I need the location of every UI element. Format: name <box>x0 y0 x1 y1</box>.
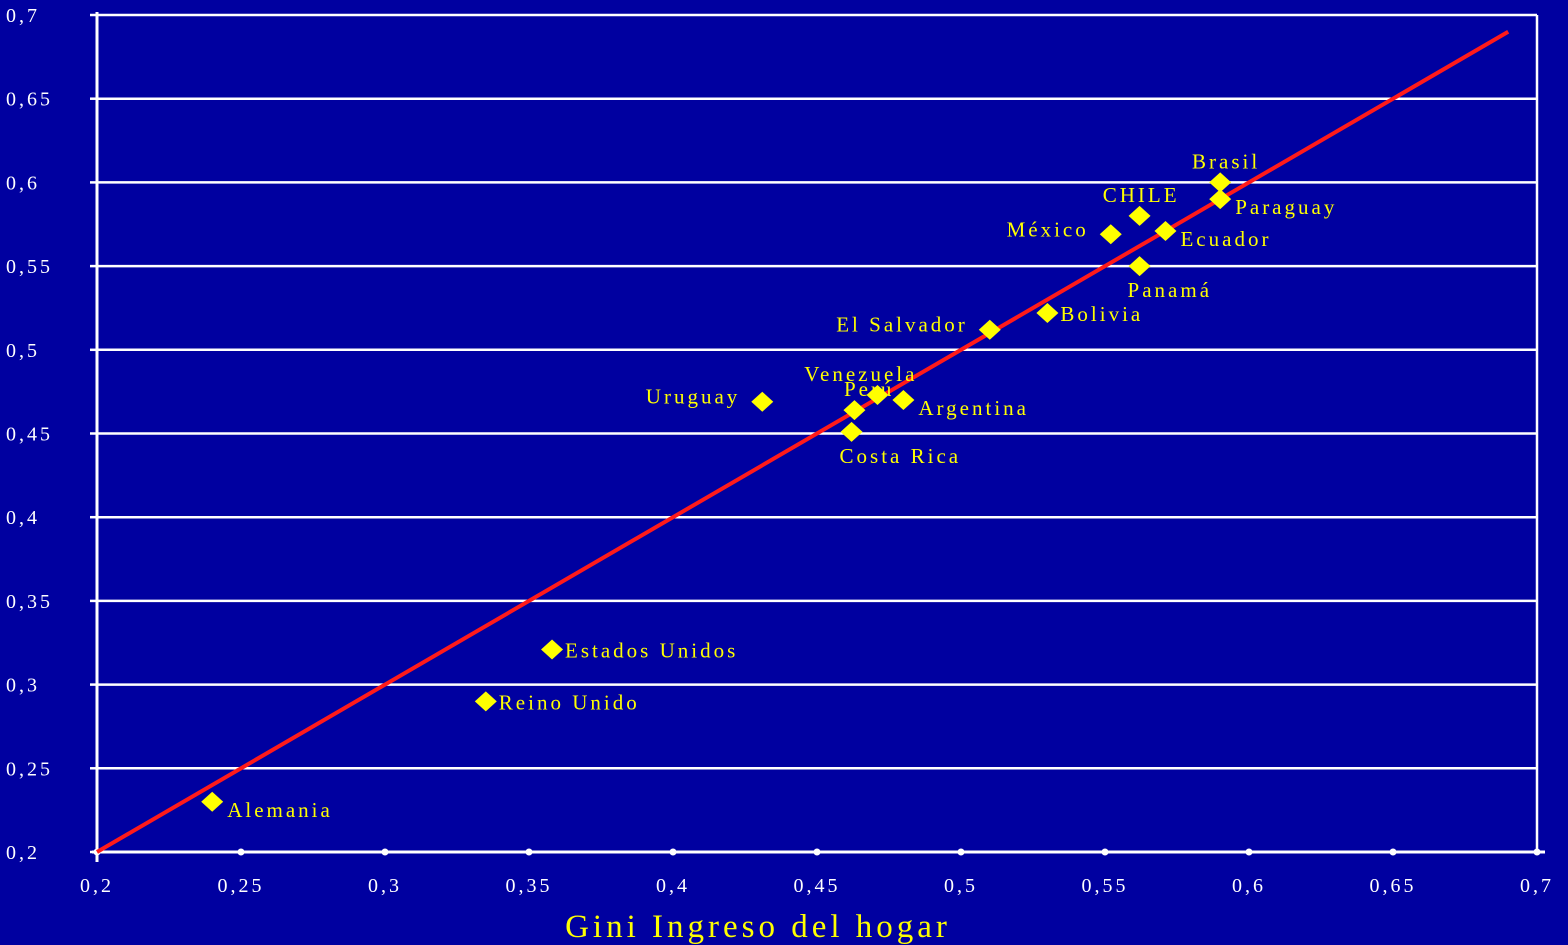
point-label: El Salvador <box>836 313 968 337</box>
point-label: Panamá <box>1128 278 1212 302</box>
x-tick-label: 0,25 <box>218 875 265 897</box>
x-tick-mark <box>525 848 533 856</box>
data-points <box>201 172 1232 812</box>
x-tick-mark <box>669 848 677 856</box>
y-tick-label: 0,4 <box>6 507 40 529</box>
x-tick-mark <box>1389 848 1397 856</box>
point-labels: Brasil Paraguay CHILE México Ecuador PanamáBo… <box>227 149 1337 822</box>
data-point <box>1128 256 1151 277</box>
point-label: Uruguay <box>646 385 740 409</box>
x-tick-label: 0,6 <box>1232 875 1266 897</box>
x-tick-mark <box>1101 848 1109 856</box>
tick-labels: 0,2 0,25 0,3 0,35 0,4 0,45 0,5 0,55 0,6 0,65 0,7 0,… <box>6 5 1554 897</box>
point-label: Costa Rica <box>840 444 962 468</box>
y-tick-label: 0,65 <box>6 89 53 111</box>
point-label: Bolivia <box>1060 302 1143 326</box>
point-label: CHILE <box>1103 183 1180 207</box>
data-point <box>1036 302 1059 323</box>
y-tick-label: 0,35 <box>6 591 53 613</box>
point-label: México <box>1007 217 1089 241</box>
x-tick-label: 0,45 <box>794 875 841 897</box>
data-point <box>1099 224 1122 245</box>
x-tick-label: 0,4 <box>656 875 690 897</box>
point-label: Venezuela <box>804 362 917 386</box>
x-tick-label: 0,2 <box>80 875 114 897</box>
point-label: Ecuador <box>1180 227 1271 251</box>
y-tick-label: 0,7 <box>6 5 40 27</box>
x-tick-label: 0,3 <box>368 875 402 897</box>
x-tick-mark <box>1245 848 1253 856</box>
data-point <box>474 691 497 712</box>
data-point <box>751 391 774 412</box>
data-point <box>892 390 915 411</box>
x-axis-title: Gini Ingreso del hogar <box>565 909 951 945</box>
x-tick-label: 0,55 <box>1082 875 1129 897</box>
point-label: Reino Unido <box>499 690 640 714</box>
x-tick-mark <box>957 848 965 856</box>
y-tick-label: 0,2 <box>6 842 40 864</box>
x-tick-label: 0,7 <box>1520 875 1554 897</box>
point-label: Paraguay <box>1235 195 1337 219</box>
x-tick-mark <box>237 848 245 856</box>
data-point <box>201 791 224 812</box>
y-tick-label: 0,25 <box>6 758 53 780</box>
y-tick-label: 0,6 <box>6 172 40 194</box>
data-point <box>1209 172 1232 193</box>
data-point <box>1154 220 1177 241</box>
data-point <box>1128 205 1151 226</box>
point-label: Perú <box>844 377 895 401</box>
y-tick-label: 0,55 <box>6 256 53 278</box>
trendline-group <box>95 30 1510 854</box>
x-tick-label: 0,5 <box>944 875 978 897</box>
x-tick-label: 0,65 <box>1370 875 1417 897</box>
point-label: Estados Unidos <box>565 638 738 662</box>
point-label: Brasil <box>1192 149 1260 173</box>
data-point <box>866 384 889 405</box>
x-tick-mark <box>813 848 821 856</box>
data-point <box>978 319 1001 340</box>
point-label: Alemania <box>227 798 333 822</box>
x-tick-mark <box>1533 848 1541 856</box>
axes <box>90 12 1545 862</box>
y-tick-label: 0,45 <box>6 424 53 446</box>
data-point <box>1209 189 1232 210</box>
x-tick-label: 0,35 <box>506 875 553 897</box>
data-point <box>541 639 564 660</box>
y-tick-label: 0,3 <box>6 675 40 697</box>
trendline <box>95 30 1510 854</box>
data-point <box>840 421 863 442</box>
point-label: Argentina <box>918 396 1029 420</box>
x-tick-mark <box>381 848 389 856</box>
y-tick-label: 0,5 <box>6 340 40 362</box>
data-point <box>843 400 866 421</box>
